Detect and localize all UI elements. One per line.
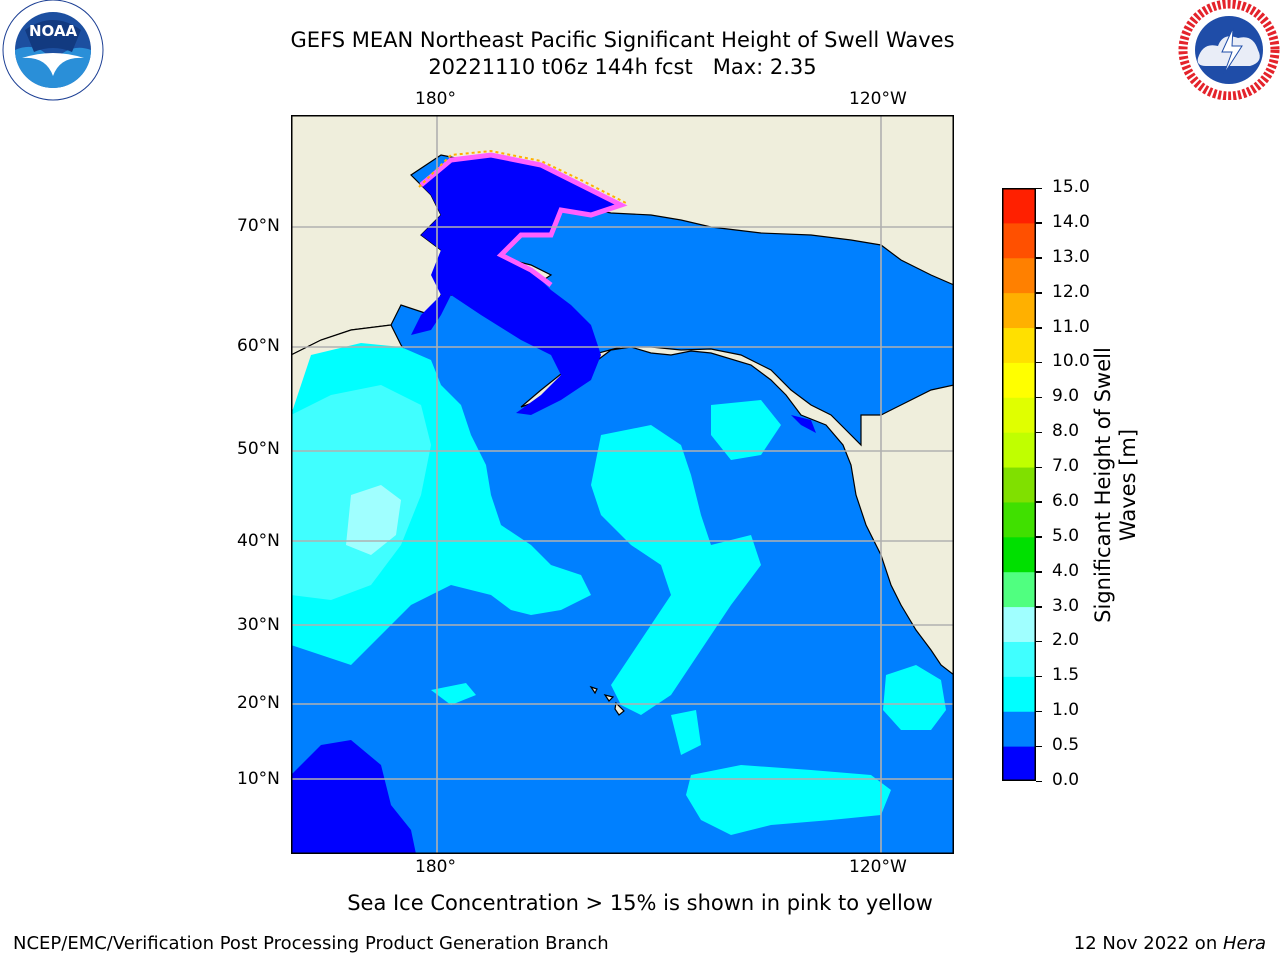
colorbar-segment [1002, 432, 1036, 468]
colorbar-tick-mark [1036, 396, 1042, 399]
lat-tick-30n: 30°N [237, 615, 280, 635]
colorbar-segment [1002, 536, 1036, 573]
colorbar-label: Significant Height of Swell Waves [m] [1091, 325, 1141, 645]
colorbar-segment [1002, 327, 1036, 363]
footer-machine: Hera [1222, 933, 1266, 954]
colorbar-tick-mark [1036, 571, 1042, 573]
lat-tick-70n: 70°N [237, 216, 280, 236]
colorbar-tick-mark [1036, 222, 1042, 224]
lon-tick-top-120w: 120°W [849, 89, 907, 109]
footer-credit: NCEP/EMC/Verification Post Processing Pr… [13, 933, 609, 954]
colorbar-tick-label: 1.0 [1052, 700, 1080, 721]
colorbar-segment [1002, 397, 1036, 433]
colorbar-tick-label: 0.0 [1052, 770, 1080, 790]
lon-tick-top-180: 180° [415, 89, 456, 109]
colorbar-segment [1002, 222, 1036, 259]
noaa-logo: NOAA [2, 0, 104, 101]
colorbar-tick-label: 7.0 [1052, 456, 1080, 477]
footer-date-text: 12 Nov 2022 on [1073, 933, 1223, 954]
lat-tick-50n: 50°N [237, 439, 280, 459]
colorbar-segment [1002, 501, 1036, 538]
lon-tick-bottom-120w: 120°W [849, 857, 907, 877]
colorbar-segment [1002, 746, 1036, 781]
colorbar-tick-label: 13.0 [1052, 246, 1090, 267]
colorbar-label-line1: Significant Height of Swell [1091, 347, 1115, 623]
colorbar-tick-mark [1036, 710, 1042, 713]
colorbar-tick-mark [1036, 640, 1042, 643]
colorbar-tick-label: 1.5 [1052, 665, 1080, 686]
lon-tick-bottom-180: 180° [415, 857, 456, 877]
colorbar-segment [1002, 292, 1036, 329]
swell-region-central [591, 425, 761, 715]
chart-title: GEFS MEAN Northeast Pacific Significant … [290, 28, 955, 52]
colorbar-tick-label: 5.0 [1052, 525, 1080, 546]
colorbar-tick-label: 12.0 [1052, 281, 1090, 302]
colorbar-tick-label: 11.0 [1052, 316, 1090, 337]
colorbar-segment [1002, 362, 1036, 398]
colorbar-tick-label: 3.0 [1052, 595, 1080, 616]
swell-region-southwest-low [291, 740, 416, 854]
map-gridlines [291, 115, 954, 854]
map [291, 115, 954, 854]
colorbar-tick-label: 4.0 [1052, 560, 1080, 581]
colorbar-segment [1002, 257, 1036, 294]
noaa-logo-text: NOAA [29, 22, 78, 40]
colorbar-segment [1002, 188, 1036, 224]
colorbar-tick-mark [1036, 257, 1042, 259]
footer-date: 12 Nov 2022 on Hera [1074, 933, 1266, 954]
lat-tick-40n: 40°N [237, 531, 280, 551]
colorbar-tick-label: 0.5 [1052, 735, 1080, 756]
colorbar-tick-mark [1036, 466, 1042, 469]
chart-subtitle: 20221110 t06z 144h fcst Max: 2.35 [428, 55, 817, 79]
colorbar-tick-label: 14.0 [1052, 211, 1090, 232]
colorbar-tick-mark [1036, 187, 1042, 189]
lat-tick-20n: 20°N [237, 693, 280, 713]
colorbar-tick-label: 2.0 [1052, 630, 1080, 651]
swell-region-south [686, 765, 891, 835]
swell-region-northeast [711, 400, 781, 460]
colorbar-tick-label: 6.0 [1052, 490, 1080, 511]
colorbar-tick-label: 9.0 [1052, 386, 1080, 407]
colorbar-segment [1002, 711, 1036, 747]
colorbar-tick-mark [1036, 780, 1042, 782]
colorbar-tick-mark [1036, 501, 1042, 503]
swell-region-mexico [883, 665, 946, 730]
colorbar-tick-mark [1036, 675, 1042, 678]
colorbar-tick-mark [1036, 536, 1042, 538]
sea-ice-note: Sea Ice Concentration > 15% is shown in … [347, 891, 933, 915]
nws-logo [1178, 0, 1280, 100]
colorbar-tick-mark [1036, 292, 1042, 294]
colorbar-label-line2: Waves [m] [1116, 428, 1140, 542]
lat-tick-10n: 10°N [237, 769, 280, 789]
colorbar-segment [1002, 676, 1036, 712]
bering-sea-low-swell [411, 155, 621, 415]
colorbar-tick-label: 15.0 [1052, 177, 1090, 197]
colorbar-tick-label: 8.0 [1052, 421, 1080, 442]
colorbar-tick-mark [1036, 361, 1042, 364]
colorbar-tick-mark [1036, 606, 1042, 608]
colorbar-segment [1002, 467, 1036, 503]
map-frame [291, 115, 954, 854]
colorbar [1002, 188, 1036, 781]
colorbar-segment [1002, 606, 1036, 642]
colorbar-tick-label: 10.0 [1052, 351, 1090, 372]
colorbar-tick-mark [1036, 745, 1042, 748]
colorbar-tick-mark [1036, 327, 1042, 329]
lat-tick-60n: 60°N [237, 336, 280, 356]
swell-region-west-peak [346, 485, 401, 555]
land-hawaii [589, 685, 625, 716]
sea-ice-edge [419, 152, 628, 287]
colorbar-segment [1002, 571, 1036, 608]
colorbar-segment [1002, 641, 1036, 677]
colorbar-tick-mark [1036, 431, 1042, 434]
